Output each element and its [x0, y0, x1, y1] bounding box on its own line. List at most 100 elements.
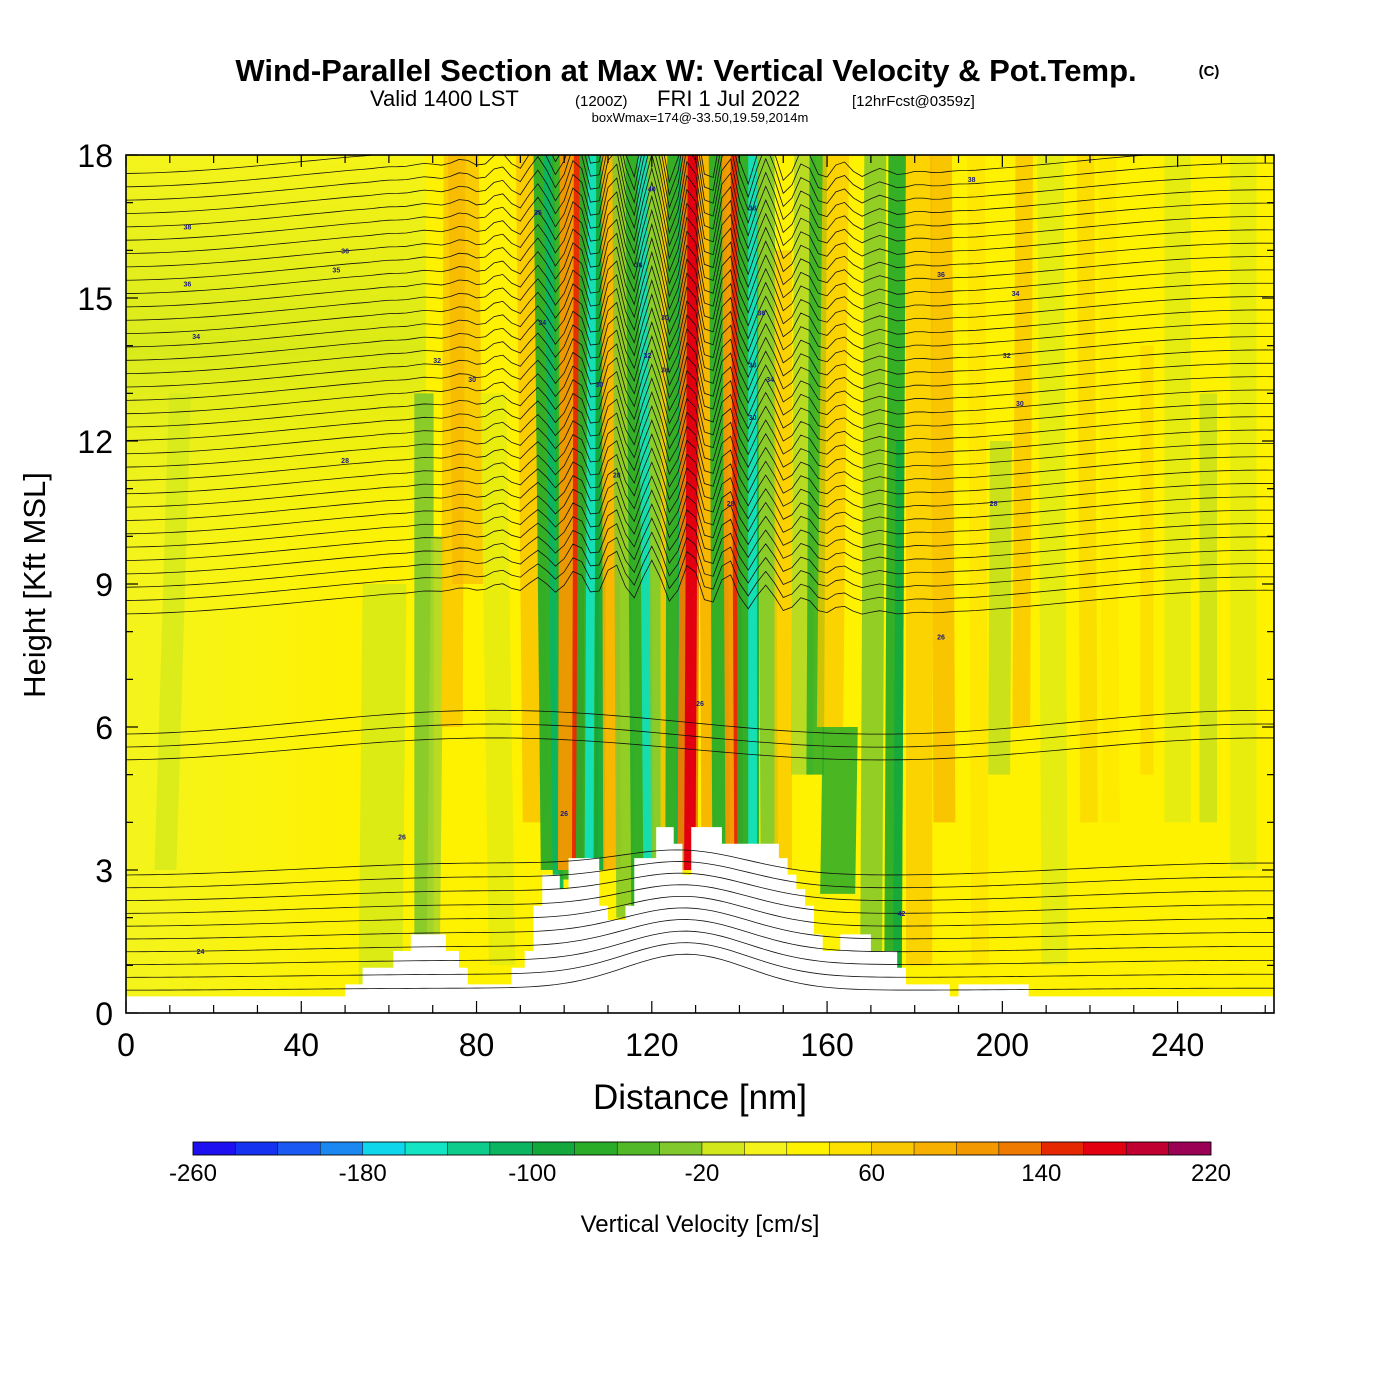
y-axis-ticks — [126, 154, 1274, 1014]
y-tick-label: 15 — [77, 281, 113, 317]
velocity-band — [448, 155, 484, 584]
theta-contour — [126, 433, 1274, 496]
theta-contour — [126, 723, 1274, 748]
theta-contour — [126, 953, 1274, 991]
theta-contour — [126, 278, 1274, 353]
contour-label: 28 — [990, 501, 998, 508]
theta-contour — [126, 709, 1274, 735]
theta-contour — [126, 531, 1274, 588]
theta-contour — [126, 194, 1274, 276]
colorbar-swatch — [320, 1141, 363, 1156]
y-tick-label: 9 — [95, 567, 113, 603]
velocity-band — [1037, 155, 1068, 966]
theta-contour — [126, 419, 1274, 482]
colorbar-tick-label: 220 — [1191, 1160, 1231, 1187]
colorbar-swatch — [871, 1141, 915, 1156]
colorbar-tick-labels: -260 -180 -100 -20 60 140 220 — [169, 1160, 1231, 1187]
theta-contour — [126, 489, 1274, 549]
subtitle-date: FRI 1 Jul 2022 — [657, 86, 800, 111]
theta-contour — [126, 292, 1274, 366]
velocity-band — [584, 155, 598, 870]
y-tick-label: 12 — [77, 424, 113, 460]
contour-label: 34 — [1012, 291, 1020, 298]
contour-label: 30 — [661, 315, 669, 322]
contour-label: 24 — [197, 949, 205, 956]
velocity-bands — [154, 155, 1257, 990]
theta-contour — [126, 559, 1274, 615]
velocity-band — [154, 393, 191, 870]
x-tick-label: 80 — [459, 1027, 495, 1063]
theta-contour — [126, 250, 1274, 327]
y-tick-label: 0 — [95, 996, 113, 1032]
x-tick-label: 120 — [625, 1027, 678, 1063]
theta-contour — [126, 208, 1274, 289]
theta-contour — [126, 363, 1274, 430]
theta-contour — [126, 942, 1274, 978]
terrain-mask — [126, 827, 1274, 1013]
colorbar-swatch — [574, 1141, 618, 1156]
contour-label: 36 — [757, 310, 765, 317]
colorbar-swatch — [1083, 1141, 1127, 1156]
theta-contour — [126, 849, 1274, 876]
contour-label: 26 — [560, 811, 568, 818]
x-tick-label: 0 — [117, 1027, 135, 1063]
contour-label: 36 — [341, 248, 349, 255]
colorbar — [192, 1141, 1212, 1156]
velocity-band — [1076, 155, 1098, 823]
theta-contour — [126, 930, 1274, 965]
contour-label: 32 — [1003, 353, 1011, 360]
contour-label: 32 — [644, 353, 652, 360]
colorbar-tick-label: -260 — [169, 1160, 217, 1187]
velocity-band — [892, 441, 905, 990]
colorbar-swatch — [998, 1141, 1042, 1156]
velocity-band — [860, 155, 887, 966]
theta-contour — [126, 475, 1274, 535]
x-axis-ticks — [125, 155, 1266, 1013]
colorbar-tick-label: -20 — [685, 1160, 720, 1187]
velocity-band — [1164, 155, 1191, 823]
contour-label: 34 — [766, 377, 774, 384]
velocity-band — [1012, 155, 1034, 727]
contour-label: 38 — [968, 177, 976, 184]
y-tick-label: 6 — [95, 710, 113, 746]
subtitle-forecast: [12hrFcst@0359z] — [852, 93, 975, 110]
velocity-band — [1140, 345, 1154, 775]
theta-contour — [126, 222, 1274, 302]
contour-label: 28 — [341, 458, 349, 465]
contour-label: 40 — [648, 186, 656, 193]
theta-contour — [126, 405, 1274, 469]
colorbar-swatch — [235, 1141, 279, 1156]
theta-contour — [126, 349, 1274, 417]
x-axis-label: Distance [nm] — [593, 1078, 807, 1117]
contour-label: 36 — [635, 263, 643, 270]
y-tick-label: 18 — [77, 138, 113, 174]
theta-contour — [126, 166, 1274, 250]
colorbar-tick-label: -100 — [508, 1160, 556, 1187]
theta-contour — [126, 884, 1274, 914]
y-axis-tick-labels: 0 3 6 9 12 15 18 — [77, 138, 113, 1032]
x-tick-label: 160 — [800, 1027, 853, 1063]
colorbar-frame — [192, 1141, 1212, 1156]
theta-contour — [126, 461, 1274, 522]
contour-label: 28 — [613, 472, 621, 479]
colorbar-label: Vertical Velocity [cm/s] — [581, 1211, 820, 1238]
colorbar-swatch — [701, 1141, 745, 1156]
theta-contour — [126, 155, 1274, 199]
contour-label: 26 — [937, 634, 945, 641]
theta-contour-labels: 38 36 34 36 35 32 30 35 34 28 40 36 30 32 34 30 28 36 36 36… — [183, 177, 1023, 956]
colorbar-swatch — [786, 1141, 830, 1156]
velocity-band — [967, 155, 989, 966]
theta-contour — [126, 236, 1274, 314]
velocity-band — [748, 155, 757, 847]
theta-contour — [126, 377, 1274, 443]
contour-label: 34 — [192, 334, 200, 341]
velocity-band — [930, 155, 956, 823]
colorbar-swatch — [192, 1141, 236, 1156]
colorbar-swatch — [616, 1141, 660, 1156]
contour-label: 38 — [183, 225, 191, 232]
velocity-band — [988, 441, 1012, 775]
colorbar-swatch — [532, 1141, 575, 1156]
velocity-band — [1098, 155, 1120, 823]
theta-contour — [126, 155, 1151, 186]
